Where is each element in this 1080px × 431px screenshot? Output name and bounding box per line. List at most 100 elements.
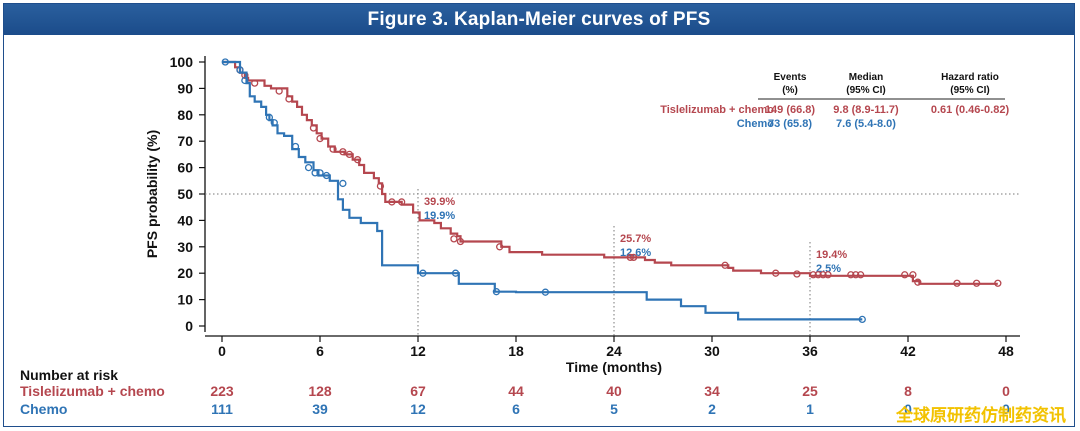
landmark-label-tis: 19.4% xyxy=(816,249,847,261)
censor-mark xyxy=(316,134,324,143)
risk-row-label: Chemo xyxy=(20,401,67,417)
risk-table-title: Number at risk xyxy=(20,367,118,383)
y-tick-label: 100 xyxy=(170,54,194,70)
censor-mark xyxy=(856,271,865,279)
y-tick-label: 50 xyxy=(177,186,193,202)
risk-count: 5 xyxy=(610,401,618,417)
risk-count: 6 xyxy=(512,401,520,417)
censor-mark xyxy=(852,271,860,279)
risk-count: 25 xyxy=(802,383,818,399)
censor-mark xyxy=(376,182,385,190)
figure-frame: Figure 3. Kaplan-Meier curves of PFS xyxy=(3,3,1075,427)
y-tick-label: 0 xyxy=(185,318,193,334)
censor-mark xyxy=(901,271,909,279)
y-tick-label: 60 xyxy=(177,160,193,176)
x-axis-title: Time (months) xyxy=(566,359,662,375)
x-tick-label: 6 xyxy=(316,343,324,359)
legend-series-name: Tislelizumab + chemo xyxy=(660,104,774,116)
censor-mark xyxy=(629,253,638,262)
censor-mark xyxy=(345,150,354,159)
censor-mark xyxy=(339,179,347,188)
censor-mark xyxy=(819,271,827,279)
x-tick-label: 48 xyxy=(998,343,1014,359)
censor-mark xyxy=(329,145,337,153)
stats-median: 7.6 (5.4-8.0) xyxy=(836,118,896,130)
censor-mark xyxy=(251,79,259,87)
censor-mark xyxy=(221,58,229,66)
censor-mark xyxy=(270,119,278,127)
risk-count: 111 xyxy=(211,401,233,417)
censor-mark xyxy=(236,66,244,74)
risk-count: 0 xyxy=(1002,401,1010,417)
risk-count: 0 xyxy=(904,401,912,417)
risk-count: 12 xyxy=(410,401,426,417)
x-tick-label: 18 xyxy=(508,343,524,359)
risk-count: 44 xyxy=(508,383,524,399)
stats-events: 149 (66.8) xyxy=(765,104,815,116)
risk-count: 40 xyxy=(606,383,622,399)
figure-title: Figure 3. Kaplan-Meier curves of PFS xyxy=(4,4,1074,35)
censor-mark xyxy=(858,315,866,324)
risk-count: 34 xyxy=(704,383,720,399)
censor-mark xyxy=(953,279,961,287)
censor-mark xyxy=(541,288,550,296)
censor-mark xyxy=(316,169,324,177)
censor-mark xyxy=(721,261,729,269)
censor-mark xyxy=(972,279,981,287)
stats-header: Hazard ratio xyxy=(941,72,999,83)
x-tick-label: 0 xyxy=(218,343,226,359)
censor-mark xyxy=(339,148,347,156)
censor-mark xyxy=(304,163,313,172)
risk-count: 2 xyxy=(708,401,716,417)
series-line-chemo xyxy=(222,60,863,321)
y-tick-label: 90 xyxy=(177,80,193,96)
y-axis-title: PFS probability (%) xyxy=(144,130,160,258)
censor-mark xyxy=(275,87,283,95)
censor-mark xyxy=(311,169,319,177)
stats-header: Events xyxy=(774,72,807,83)
censor-mark xyxy=(809,271,817,279)
risk-count: 1 xyxy=(806,401,814,417)
y-tick-label: 20 xyxy=(177,265,193,281)
risk-count: 67 xyxy=(410,383,426,399)
stats-header-sub: (%) xyxy=(782,85,798,96)
stats-header-sub: (95% CI) xyxy=(950,85,989,96)
stats-header-sub: (95% CI) xyxy=(846,85,885,96)
landmark-label-tis: 25.7% xyxy=(620,233,651,245)
censor-mark xyxy=(456,237,465,246)
censor-mark xyxy=(388,198,396,206)
censor-mark xyxy=(793,270,801,278)
censor-mark xyxy=(451,269,460,277)
x-tick-label: 36 xyxy=(802,343,818,359)
censor-mark xyxy=(353,156,362,164)
risk-row-label: Tislelizumab + chemo xyxy=(20,383,165,399)
y-tick-label: 10 xyxy=(177,292,193,308)
censor-mark xyxy=(450,235,458,243)
censor-mark xyxy=(909,271,917,279)
censor-mark xyxy=(492,288,501,296)
y-tick-label: 80 xyxy=(177,107,193,123)
stats-header: Median xyxy=(849,72,883,83)
landmark-label-tis: 39.9% xyxy=(424,196,455,208)
censor-mark xyxy=(322,171,331,180)
stats-median: 9.8 (8.9-11.7) xyxy=(833,104,899,116)
censor-mark xyxy=(994,279,1002,287)
censor-mark xyxy=(626,253,634,262)
censor-mark xyxy=(309,124,318,132)
censor-mark xyxy=(496,243,504,251)
risk-count: 128 xyxy=(308,383,332,399)
censor-mark xyxy=(398,198,406,206)
x-tick-label: 42 xyxy=(900,343,916,359)
y-tick-label: 40 xyxy=(177,212,193,228)
censor-mark xyxy=(772,269,780,277)
censor-mark xyxy=(847,271,855,279)
x-tick-label: 30 xyxy=(704,343,720,359)
risk-count: 223 xyxy=(210,383,234,399)
x-tick-label: 12 xyxy=(410,343,426,359)
risk-count: 39 xyxy=(312,401,328,417)
censor-mark xyxy=(241,76,249,85)
censor-mark xyxy=(419,269,427,277)
censor-mark xyxy=(285,95,293,103)
censor-mark xyxy=(291,142,300,151)
y-tick-label: 70 xyxy=(177,133,193,149)
